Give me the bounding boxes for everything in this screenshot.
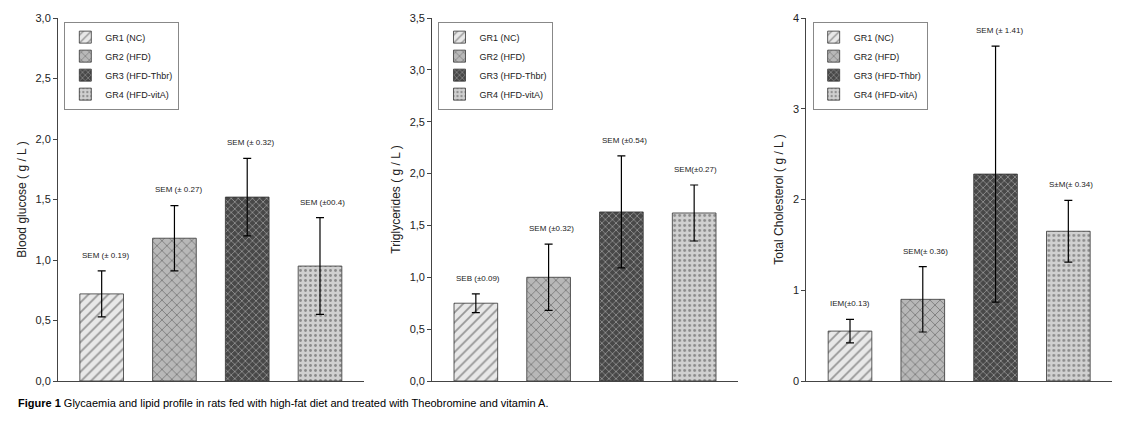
svg-text:0,5: 0,5 (36, 314, 51, 326)
svg-text:SEM (± 0.19): SEM (± 0.19) (82, 251, 129, 260)
svg-text:GR2 (HFD): GR2 (HFD) (479, 52, 525, 62)
svg-text:3,0: 3,0 (36, 12, 51, 24)
svg-text:GR4 (HFD-vitA): GR4 (HFD-vitA) (854, 90, 918, 100)
svg-text:SEM (± 0.27): SEM (± 0.27) (155, 185, 202, 194)
svg-text:1: 1 (793, 284, 799, 296)
svg-text:2,0: 2,0 (36, 133, 51, 145)
svg-text:1,0: 1,0 (410, 271, 425, 283)
svg-text:SEM(± 0.36): SEM(± 0.36) (903, 247, 948, 256)
svg-text:SEM (±0.54): SEM (±0.54) (602, 136, 647, 145)
svg-text:GR3 (HFD-Thbr): GR3 (HFD-Thbr) (105, 71, 172, 81)
svg-text:GR4 (HFD-vitA): GR4 (HFD-vitA) (479, 90, 543, 100)
svg-text:SEM (± 0.32): SEM (± 0.32) (227, 138, 274, 147)
svg-text:2,5: 2,5 (36, 72, 51, 84)
svg-text:GR1 (NC): GR1 (NC) (854, 33, 894, 43)
svg-text:0: 0 (793, 375, 799, 387)
svg-text:SEM (±00.4): SEM (±00.4) (300, 198, 345, 207)
svg-text:Triglycerides ( g / L ): Triglycerides ( g / L ) (389, 145, 403, 253)
svg-text:2,5: 2,5 (410, 116, 425, 128)
svg-text:GR1 (NC): GR1 (NC) (105, 33, 145, 43)
svg-text:Figure 1 Glycaemia and lipid p: Figure 1 Glycaemia and lipid profile in … (18, 397, 549, 409)
svg-text:GR3 (HFD-Thbr): GR3 (HFD-Thbr) (854, 71, 921, 81)
svg-text:0,0: 0,0 (410, 375, 425, 387)
svg-text:3: 3 (793, 103, 799, 115)
svg-text:4: 4 (793, 12, 799, 24)
svg-text:Blood glucose ( g / L ): Blood glucose ( g / L ) (15, 141, 29, 257)
svg-text:1,5: 1,5 (36, 193, 51, 205)
svg-text:IEM(±0.13): IEM(±0.13) (830, 299, 870, 308)
svg-text:GR2 (HFD): GR2 (HFD) (854, 52, 900, 62)
svg-text:3,0: 3,0 (410, 64, 425, 76)
svg-text:SEM(±0.27): SEM(±0.27) (674, 165, 717, 174)
svg-text:S±M(± 0.34): S±M(± 0.34) (1049, 180, 1093, 189)
svg-text:2: 2 (793, 193, 799, 205)
svg-text:1,5: 1,5 (410, 219, 425, 231)
svg-text:0,5: 0,5 (410, 323, 425, 335)
svg-text:GR4 (HFD-vitA): GR4 (HFD-vitA) (105, 90, 169, 100)
svg-text:GR2 (HFD): GR2 (HFD) (105, 52, 151, 62)
svg-text:SEM (±0.32): SEM (±0.32) (529, 224, 574, 233)
svg-text:GR3 (HFD-Thbr): GR3 (HFD-Thbr) (479, 71, 546, 81)
svg-text:SEB (±0.09): SEB (±0.09) (456, 274, 500, 283)
svg-text:3,5: 3,5 (410, 12, 425, 24)
svg-text:GR1 (NC): GR1 (NC) (479, 33, 519, 43)
svg-text:Total Cholesterol ( g / L ): Total Cholesterol ( g / L ) (772, 134, 786, 264)
svg-text:2,0: 2,0 (410, 167, 425, 179)
svg-text:1,0: 1,0 (36, 254, 51, 266)
svg-text:0,0: 0,0 (36, 375, 51, 387)
svg-text:SEM (± 1.41): SEM (± 1.41) (976, 26, 1023, 35)
